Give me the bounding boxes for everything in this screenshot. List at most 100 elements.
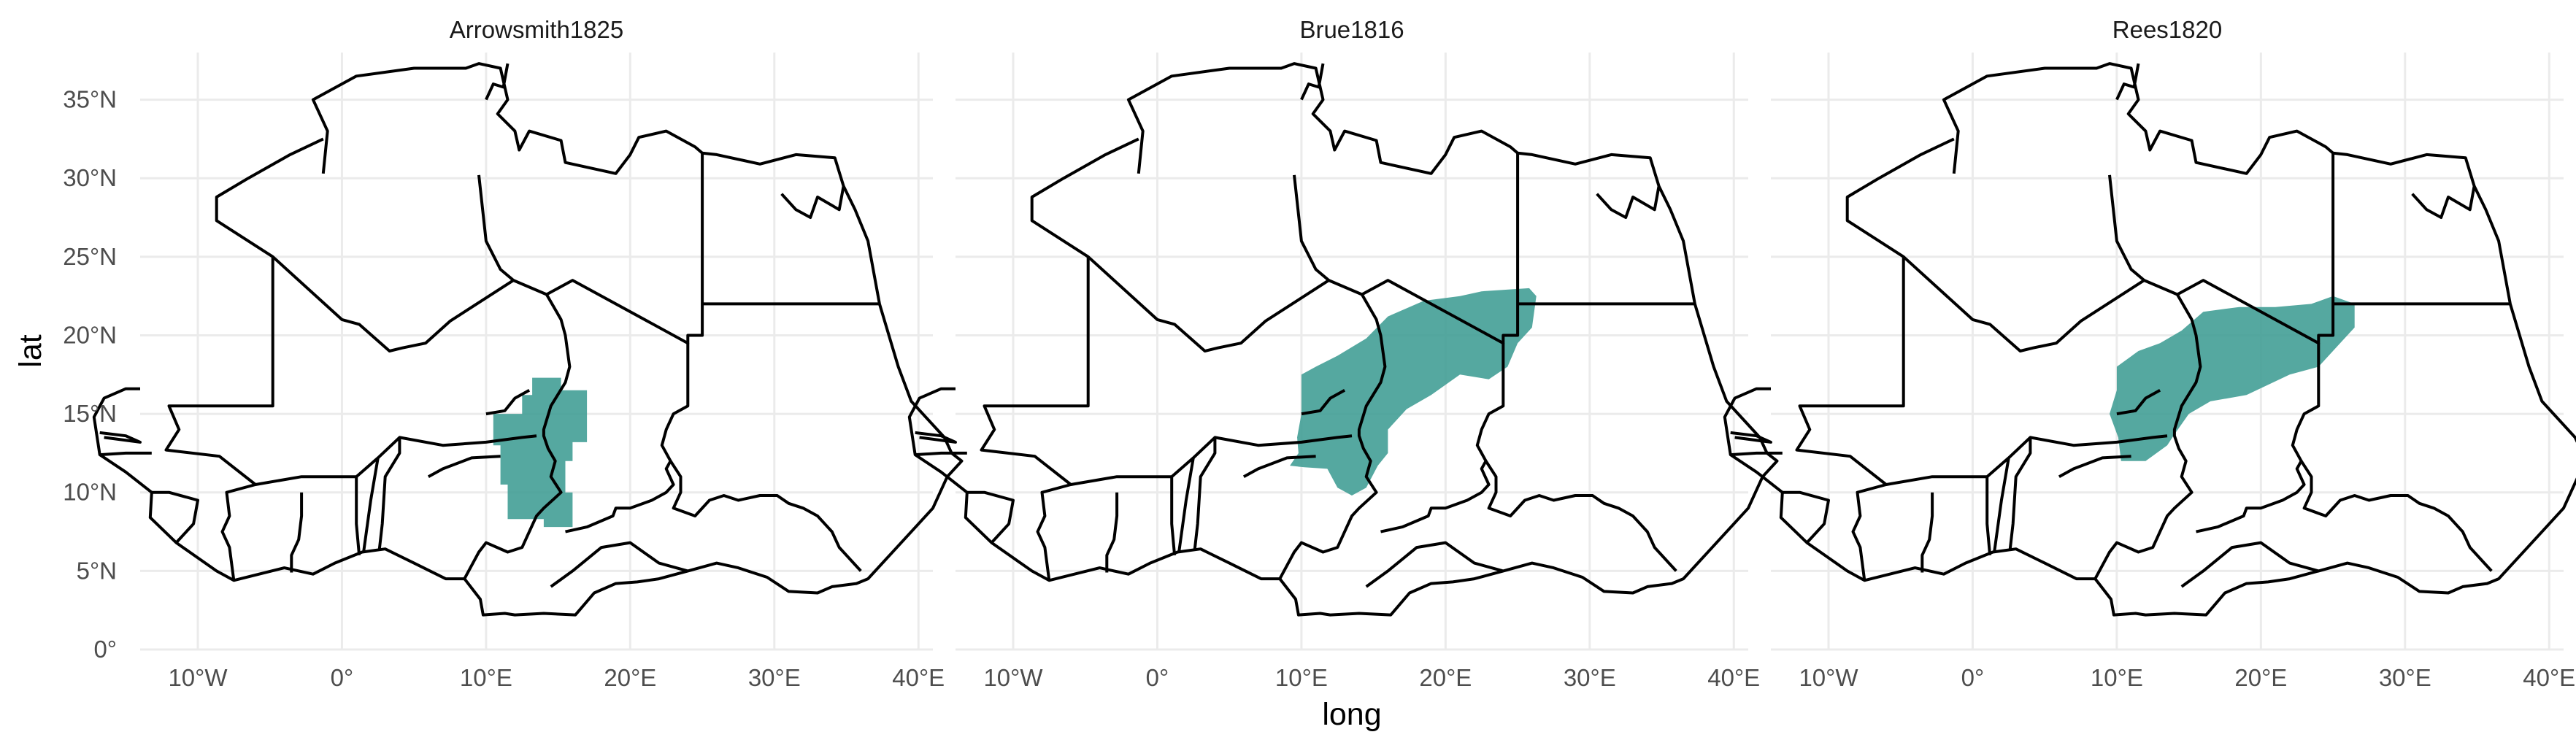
country-border [915, 431, 957, 444]
country-border [164, 256, 537, 486]
highlighted-region [2110, 296, 2355, 461]
country-border [565, 343, 690, 533]
country-border [1036, 483, 1072, 581]
country-border [1723, 62, 2576, 617]
country-border [1730, 451, 1783, 457]
map-panel: Rees1820 [1723, 16, 2576, 651]
map-panel: Arrowsmith1825 [92, 16, 964, 651]
country-border [2108, 174, 2145, 282]
highlighted-region [1290, 288, 1537, 496]
x-tick-label: 30°E [1564, 664, 1616, 691]
country-border [1795, 256, 2168, 486]
country-border [1105, 492, 1119, 573]
country-border [1730, 431, 1772, 444]
panel-grid [1771, 53, 2564, 651]
country-border [966, 490, 1015, 544]
country-border [362, 458, 380, 552]
country-border [1993, 458, 2010, 552]
map-panel: Brue1816 [907, 16, 1779, 651]
country-border [1242, 455, 1316, 478]
country-border [907, 62, 1779, 617]
panel-grid [140, 53, 933, 651]
country-border [1301, 389, 1346, 416]
country-border [1484, 460, 1677, 572]
x-tick-label: 30°E [2379, 664, 2431, 691]
country-border [151, 490, 199, 544]
country-border [1300, 63, 1325, 101]
facet-panels: Arrowsmith1825 Brue1816 Rees1820 [92, 16, 2576, 651]
country-borders [92, 62, 964, 617]
country-border [2008, 437, 2032, 550]
x-tick-label: 40°E [2523, 664, 2575, 691]
x-tick-label: 10°E [2091, 664, 2143, 691]
panel-title: Brue1816 [1299, 16, 1404, 43]
y-tick-label: 15°N [63, 400, 117, 427]
x-tick-label: 10°W [1799, 664, 1858, 691]
x-tick-label: 0° [1146, 664, 1169, 691]
country-border [220, 483, 256, 581]
country-border [99, 451, 152, 457]
country-border [1851, 483, 1887, 581]
country-border [1921, 492, 1934, 573]
country-border [1596, 185, 1661, 219]
x-tick-label: 0° [1961, 664, 1985, 691]
y-tick-label: 25°N [63, 243, 117, 270]
country-border [1782, 490, 1830, 544]
x-tick-label: 10°W [168, 664, 228, 691]
x-tick-label: 40°E [1707, 664, 1760, 691]
y-tick-label: 35°N [63, 86, 117, 113]
y-axis-title: lat [13, 334, 48, 367]
country-border [2115, 63, 2140, 101]
x-tick-label: 10°W [983, 664, 1043, 691]
country-border [485, 63, 510, 101]
highlighted-region [493, 377, 588, 528]
y-tick-label: 30°N [63, 164, 117, 191]
country-border [669, 460, 862, 572]
country-border [92, 62, 964, 617]
country-border [915, 451, 967, 457]
y-tick-label: 10°N [63, 479, 117, 506]
x-tick-label: 30°E [748, 664, 801, 691]
country-border [427, 455, 501, 478]
country-border [355, 477, 361, 555]
country-border [780, 185, 845, 219]
country-border [550, 541, 688, 588]
country-border [2180, 541, 2319, 588]
country-border [1193, 437, 1217, 550]
country-border [1380, 343, 1505, 533]
x-axis-title: long [1322, 697, 1381, 732]
country-border [2196, 343, 2321, 533]
country-border [377, 437, 401, 550]
country-border [463, 293, 572, 580]
x-tick-label: 20°E [604, 664, 656, 691]
country-border [980, 256, 1353, 486]
y-tick-label: 20°N [63, 321, 117, 348]
country-border [2299, 460, 2493, 572]
x-tick-label: 40°E [892, 664, 945, 691]
y-tick-label: 0° [93, 636, 117, 663]
x-axes: 10°W 0° 10°E 20°E 30°E 40°E 10°W 0° 10°E 20°E 30°E… [168, 664, 2575, 691]
x-tick-label: 20°E [1419, 664, 1472, 691]
country-border [1985, 477, 1992, 555]
country-border [2411, 185, 2476, 219]
country-border [1293, 174, 1330, 282]
country-borders [1723, 62, 2576, 617]
country-border [2094, 293, 2202, 580]
country-border [290, 492, 304, 573]
country-border [99, 431, 142, 444]
country-border [2058, 455, 2131, 478]
country-border [1170, 477, 1177, 555]
country-border [477, 174, 515, 282]
country-border [1278, 293, 1387, 580]
x-tick-label: 20°E [2234, 664, 2287, 691]
x-tick-label: 0° [331, 664, 354, 691]
x-tick-label: 10°E [1275, 664, 1328, 691]
country-border [2116, 389, 2161, 416]
country-border [485, 389, 531, 416]
panel-title: Rees1820 [2112, 16, 2222, 43]
x-tick-label: 10°E [460, 664, 512, 691]
panel-title: Arrowsmith1825 [450, 16, 623, 43]
country-border [1365, 541, 1504, 588]
country-border [1177, 458, 1195, 552]
